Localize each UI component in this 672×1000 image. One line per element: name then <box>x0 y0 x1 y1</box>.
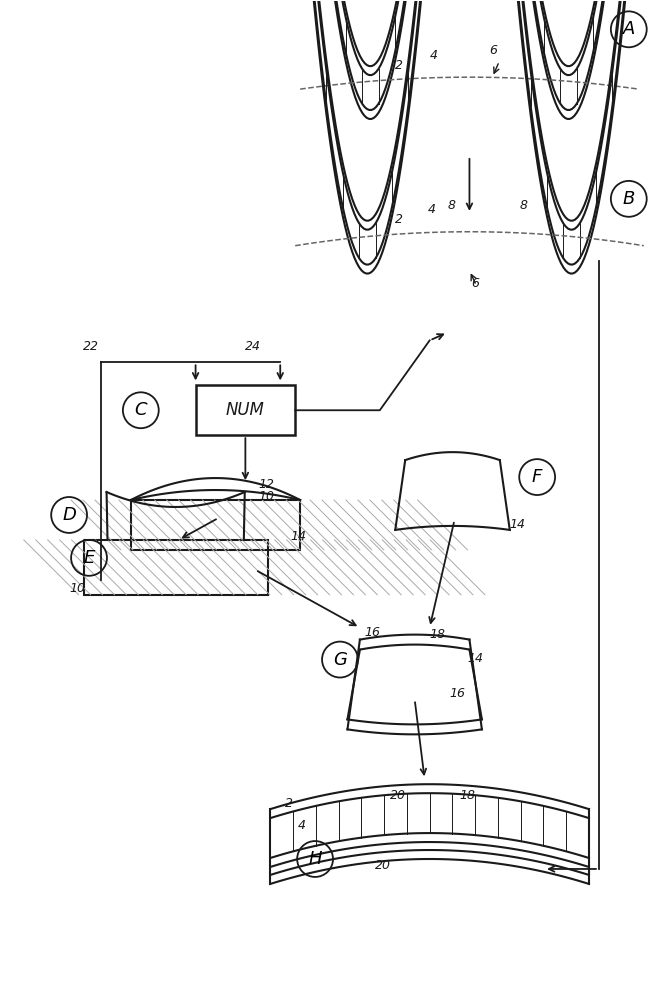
Bar <box>83 540 267 595</box>
Text: B: B <box>622 190 635 208</box>
Text: 10: 10 <box>69 582 85 595</box>
Text: 14: 14 <box>468 652 483 665</box>
Text: 18: 18 <box>429 628 446 641</box>
Text: F: F <box>532 468 542 486</box>
Text: G: G <box>333 651 347 669</box>
Text: 2: 2 <box>394 213 403 226</box>
Text: 14: 14 <box>290 530 306 543</box>
Text: 10: 10 <box>258 490 274 503</box>
Text: NUM: NUM <box>226 401 265 419</box>
Text: 24: 24 <box>245 340 261 353</box>
Text: 22: 22 <box>83 340 99 353</box>
Text: 2: 2 <box>394 59 403 72</box>
Text: 4: 4 <box>427 203 435 216</box>
Text: 16: 16 <box>450 687 466 700</box>
Text: E: E <box>83 549 95 567</box>
Text: 8: 8 <box>519 199 528 212</box>
Text: 20: 20 <box>390 789 406 802</box>
Text: A: A <box>622 20 635 38</box>
Text: 2: 2 <box>285 797 293 810</box>
Text: 20: 20 <box>375 859 391 872</box>
Text: 16: 16 <box>365 626 381 639</box>
Text: C: C <box>134 401 147 419</box>
Bar <box>131 500 300 550</box>
Text: 14: 14 <box>509 518 526 531</box>
Text: D: D <box>62 506 76 524</box>
Text: 18: 18 <box>460 789 476 802</box>
Text: 12: 12 <box>258 478 274 491</box>
Text: 6: 6 <box>489 44 497 57</box>
Text: 4: 4 <box>298 819 306 832</box>
Text: 8: 8 <box>448 199 456 212</box>
Text: 4: 4 <box>429 49 437 62</box>
Text: 6: 6 <box>472 277 479 290</box>
Bar <box>196 385 295 435</box>
Text: H: H <box>308 850 322 868</box>
